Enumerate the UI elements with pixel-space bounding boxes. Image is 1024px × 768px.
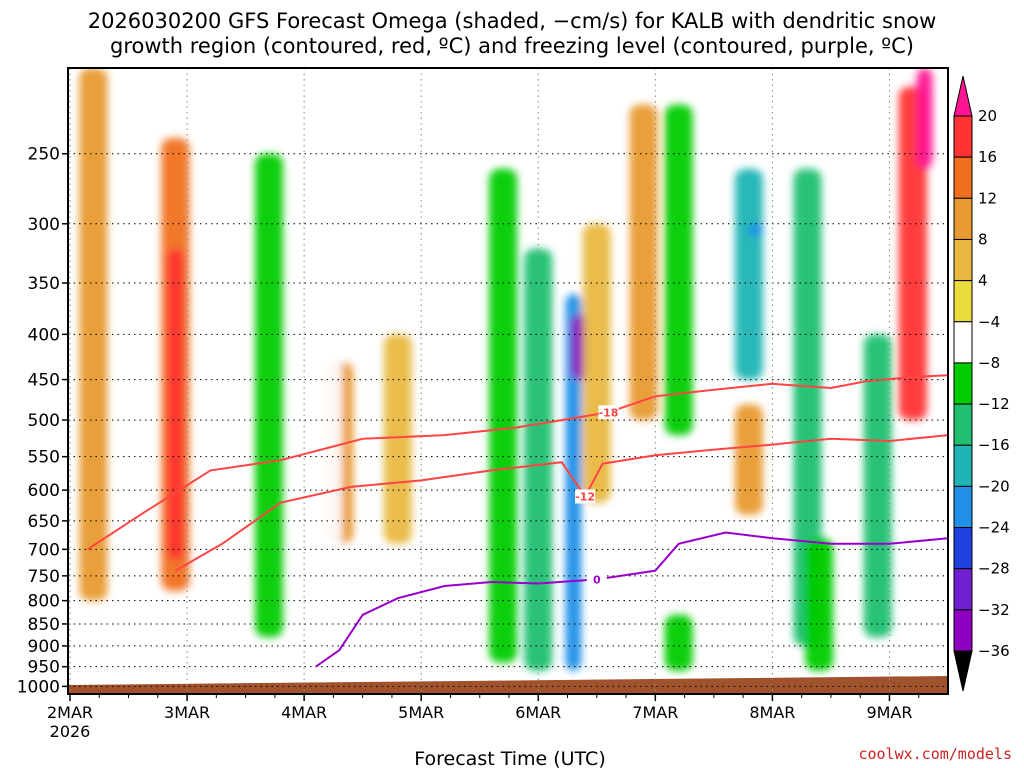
y-tick-950: 950 [28,658,60,678]
plot-frame [67,67,949,695]
colorbar-box-7 [953,403,973,446]
ground-fill [68,676,948,694]
contour-label-bg-dgz_-18 [598,405,619,420]
colorbar-label-1: 16 [978,148,997,166]
credit-text[interactable]: coolwx.com/models [858,745,1012,763]
colorbar-label-7: −12 [978,395,1010,413]
colorbar-box-6 [953,362,973,405]
colorbar-box-0 [953,115,973,158]
omega-blob-15 [734,168,763,380]
x-tick-9MAR: 9MAR [866,703,912,722]
omega-blob-19 [805,538,834,671]
colorbar-box-11 [953,568,973,611]
y-tick-900: 900 [28,637,60,657]
omega-blob-11 [582,223,611,503]
colorbar: 20 16 12 8 4 −4 −8 −12 −16 −20 −24 −28 −32 −36 [953,75,1010,692]
omega-blob-14 [664,614,693,671]
y-tick-400: 400 [28,325,60,345]
colorbar-label-3: 8 [978,230,988,248]
x-axis: 2MAR 3MAR 4MAR 5MAR 6MAR 7MAR 8MAR 9MAR 2026 [47,694,920,741]
colorbar-label-13: −36 [978,642,1010,660]
y-axis: 2503003504004505005506006507007508008509… [17,145,68,697]
colorbar-box-5 [953,321,973,364]
y-tick-850: 850 [28,615,60,635]
omega-blob-2 [167,248,184,561]
x-tick-4MAR: 4MAR [281,703,327,722]
omega-blob-17 [734,404,763,515]
x-tick-2MAR: 2MAR [47,703,93,722]
colorbar-box-10 [953,527,973,570]
omega-blob-9 [565,293,582,671]
contour-label-freezing_0: 0 [593,573,601,586]
colorbar-label-0: 20 [978,107,997,125]
colorbar-bottom-arrow [953,650,973,692]
colorbar-box-3 [953,238,973,282]
colorbar-box-1 [953,156,973,199]
contour-freezing_0 [315,531,948,668]
colorbar-label-4: 4 [978,272,988,290]
chart-title-line1: 2026030200 GFS Forecast Omega (shaded, −… [87,9,937,33]
contours: -18 -12 0 [87,374,948,668]
omega-blob-6 [313,121,342,646]
omega-blob-18 [793,168,822,646]
omega-blob-7 [489,168,518,663]
colorbar-label-11: −28 [978,560,1010,578]
y-tick-250: 250 [28,145,60,165]
y-tick-750: 750 [28,567,60,587]
omega-blob-16 [746,223,763,237]
y-tick-300: 300 [28,215,60,235]
grid-lines [68,68,948,694]
colorbar-label-9: −20 [978,477,1010,495]
colorbar-box-2 [953,197,973,240]
y-tick-350: 350 [28,274,60,294]
colorbar-box-8 [953,444,973,487]
omega-blob-13 [664,104,693,436]
colorbar-label-10: −24 [978,519,1010,537]
ground-surface [68,676,948,694]
x-axis-label: Forecast Time (UTC) [414,748,605,768]
omega-blob-12 [629,104,658,421]
x-tick-7MAR: 7MAR [632,703,678,722]
x-tick-3MAR: 3MAR [164,703,210,722]
colorbar-box-9 [953,485,973,529]
colorbar-label-2: 12 [978,189,997,207]
colorbar-label-12: −32 [978,601,1010,619]
omega-blob-21 [916,68,933,169]
colorbar-box-12 [953,609,973,652]
colorbar-label-8: −16 [978,436,1010,454]
contour-label-dgz_-18: -18 [599,406,619,419]
x-tick-5MAR: 5MAR [398,703,444,722]
y-tick-650: 650 [28,512,60,532]
contour-label-dgz_-12: -12 [575,490,595,503]
contour-dgz_-18 [87,374,948,551]
omega-blob-0 [79,68,108,601]
chart-title-line2: growth region (contoured, red, ºC) and f… [110,34,914,58]
omega-blob-5 [255,153,284,638]
omega-blob-22 [863,334,892,638]
y-tick-700: 700 [28,540,60,560]
y-tick-550: 550 [28,448,60,468]
y-tick-500: 500 [28,411,60,431]
colorbar-label-6: −8 [978,354,1000,372]
y-tick-450: 450 [28,371,60,391]
colorbar-label-5: −4 [978,313,1000,331]
x-tick-6MAR: 6MAR [515,703,561,722]
omega-shading [79,68,933,671]
y-tick-800: 800 [28,592,60,612]
colorbar-top-arrow [953,75,973,117]
contour-label-bg-freezing_0 [586,572,607,587]
y-tick-1000: 1000 [17,677,60,697]
x-tick-8MAR: 8MAR [749,703,795,722]
contour-label-bg-dgz_-12 [575,489,596,504]
omega-blob-4 [383,334,412,544]
y-tick-600: 600 [28,481,60,501]
omega-blob-20 [898,86,927,421]
x-year-label: 2026 [50,722,91,741]
colorbar-box-4 [953,280,973,323]
